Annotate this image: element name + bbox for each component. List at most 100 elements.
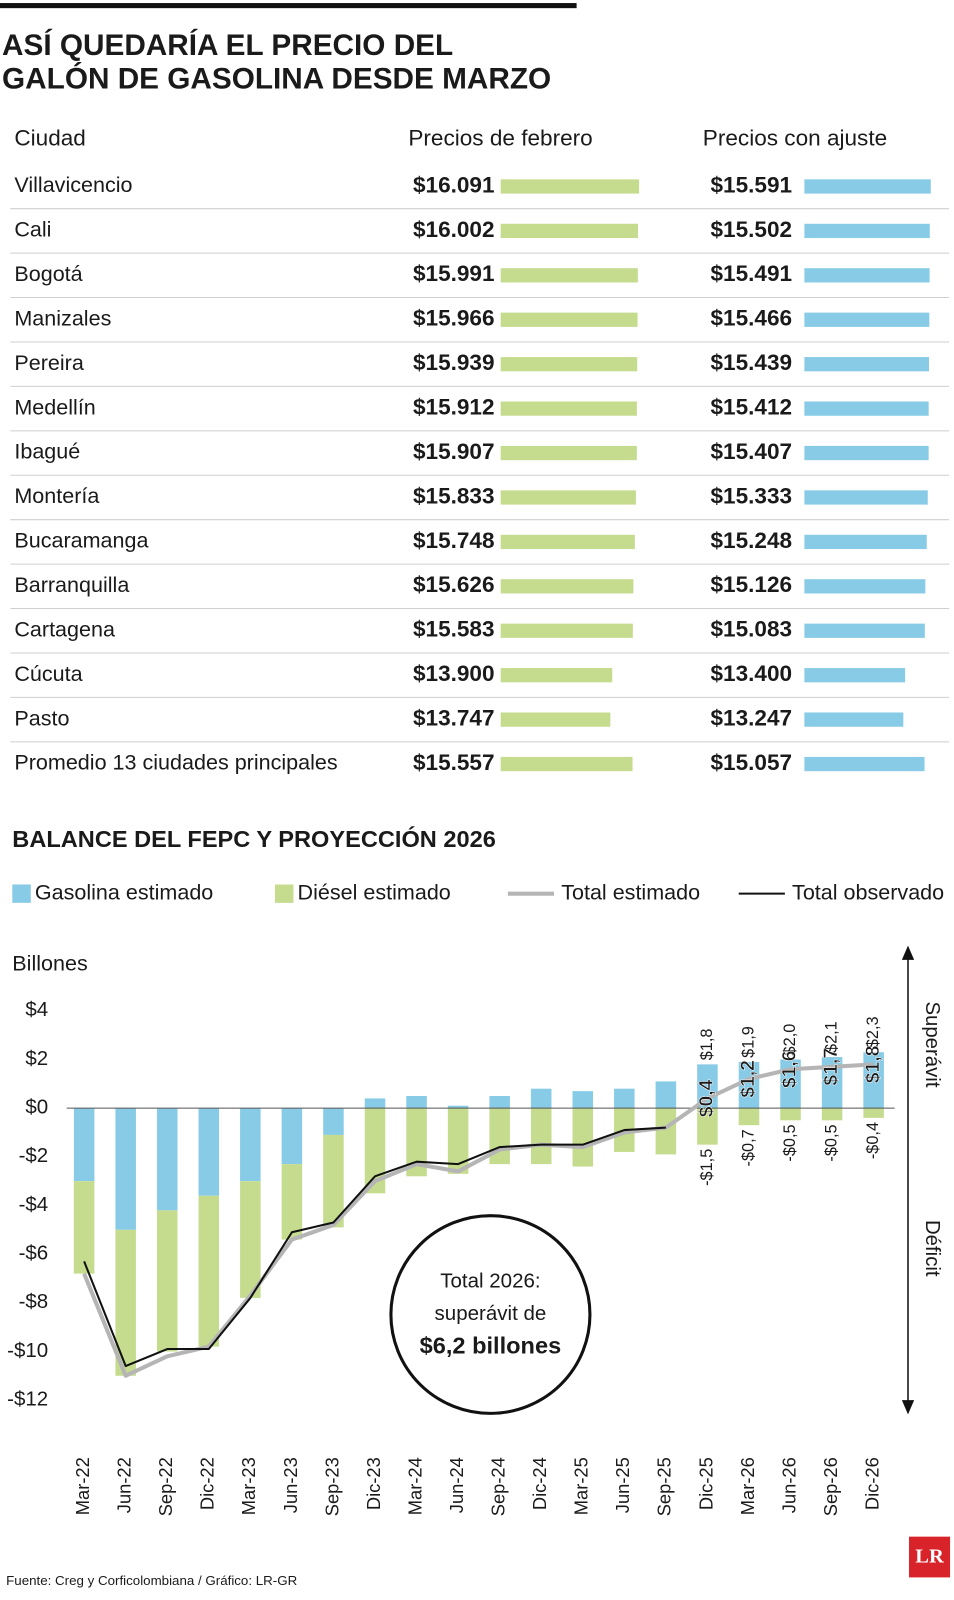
price: $13.400 xyxy=(711,661,793,686)
value-label: $2,1 xyxy=(822,1021,840,1053)
city: Pereira xyxy=(14,351,84,375)
bar xyxy=(489,1095,510,1109)
price: $15.907 xyxy=(413,439,495,464)
city: Medellín xyxy=(14,395,95,419)
bar xyxy=(115,1108,136,1230)
city: Villavicencio xyxy=(14,173,132,197)
bar xyxy=(821,1057,843,1109)
price-bar xyxy=(804,668,906,683)
x-tick-label: Dic-22 xyxy=(197,1457,218,1510)
bar xyxy=(738,1061,760,1109)
bar xyxy=(489,1108,510,1165)
x-tick-label: Sep-23 xyxy=(321,1457,342,1516)
x-tick-label: Sep-26 xyxy=(820,1457,841,1516)
bar xyxy=(614,1088,635,1109)
city: Bogotá xyxy=(14,262,82,286)
city: Cúcuta xyxy=(14,662,82,686)
bar xyxy=(530,1088,552,1109)
price: $15.491 xyxy=(711,261,793,286)
price-bar xyxy=(804,534,927,550)
x-tick-label: Dic-23 xyxy=(363,1457,384,1510)
price: $13.747 xyxy=(413,706,495,731)
city: Promedio 13 ciudades principales xyxy=(14,751,337,775)
price-bar xyxy=(500,401,637,416)
price-bar xyxy=(500,312,638,327)
top-rule xyxy=(0,3,577,9)
bar xyxy=(738,1108,760,1126)
total-label: $0,4 xyxy=(696,1079,718,1117)
price-bar xyxy=(500,268,638,283)
legend-label: Total estimado xyxy=(561,880,700,904)
x-tick-label: Dic-25 xyxy=(695,1457,716,1510)
bar xyxy=(115,1229,136,1376)
y-tick-label: -$6 xyxy=(19,1242,49,1265)
bar xyxy=(447,1105,469,1109)
value-label: -$0,4 xyxy=(864,1122,882,1159)
value-label: $2,3 xyxy=(864,1016,882,1048)
bar xyxy=(655,1081,677,1109)
price-bar xyxy=(804,712,904,727)
bar xyxy=(364,1108,386,1194)
bar xyxy=(198,1108,220,1196)
x-tick-label: Jun-24 xyxy=(446,1457,467,1513)
price: $15.466 xyxy=(711,306,793,331)
line xyxy=(82,1062,874,1378)
bar xyxy=(364,1098,386,1109)
bar xyxy=(156,1210,178,1352)
price: $15.083 xyxy=(711,617,793,642)
bar xyxy=(780,1108,801,1121)
bar xyxy=(863,1108,884,1118)
price-bar xyxy=(500,445,637,461)
y-tick-label: -$10 xyxy=(7,1339,48,1362)
bar xyxy=(655,1108,677,1155)
y-tick-label: $2 xyxy=(25,1047,48,1070)
price: $15.439 xyxy=(711,350,793,375)
x-tick-label: Mar-22 xyxy=(72,1457,93,1515)
city: Montería xyxy=(14,484,99,508)
legend-label: Diésel estimado xyxy=(298,880,451,904)
x-tick-label: Sep-24 xyxy=(487,1457,508,1516)
price: $13.900 xyxy=(413,661,495,686)
value-label: -$1,5 xyxy=(698,1149,716,1186)
price-bar xyxy=(804,401,929,416)
price: $15.748 xyxy=(413,528,495,553)
annotation: Superávit xyxy=(921,1001,944,1087)
annotation: Déficit xyxy=(921,1220,944,1277)
logo-box xyxy=(909,1536,951,1578)
price: $15.333 xyxy=(711,483,793,508)
total-label: $1,8 xyxy=(862,1045,884,1083)
city: Bucaramanga xyxy=(14,529,148,553)
price-bar xyxy=(804,623,925,638)
value-label: -$0,5 xyxy=(822,1124,840,1161)
x-tick-label: Jun-22 xyxy=(114,1457,135,1513)
y-tick-label: $0 xyxy=(25,1096,48,1119)
bar xyxy=(447,1108,469,1174)
bar xyxy=(572,1091,594,1109)
price-bar xyxy=(804,223,930,239)
y-axis-label: Billones xyxy=(12,952,87,976)
value-label: $1,8 xyxy=(698,1029,716,1061)
x-tick-label: Jun-25 xyxy=(612,1457,633,1513)
y-tick-label: $4 xyxy=(25,998,48,1021)
price-bar xyxy=(500,623,633,638)
title: ASÍ QUEDARÍA EL PRECIO DEL xyxy=(2,28,453,62)
price-bar xyxy=(500,223,638,239)
bar xyxy=(73,1181,95,1274)
price-bar xyxy=(500,579,634,594)
price: $15.057 xyxy=(711,750,793,775)
line xyxy=(83,1126,666,1368)
price-bar xyxy=(500,179,640,194)
price-bar xyxy=(804,579,926,594)
price-bar xyxy=(804,357,929,372)
title: GALÓN DE GASOLINA DESDE MARZO xyxy=(2,62,551,96)
bar xyxy=(323,1134,344,1228)
bar xyxy=(73,1108,95,1182)
price-bar xyxy=(804,312,930,327)
annotation: $6,2 billones xyxy=(420,1332,562,1358)
city: Cali xyxy=(14,218,51,242)
bar xyxy=(530,1108,552,1165)
bar xyxy=(240,1181,261,1298)
x-tick-label: Mar-26 xyxy=(737,1457,758,1515)
bar xyxy=(697,1108,718,1145)
legend-label: Total observado xyxy=(792,880,944,904)
